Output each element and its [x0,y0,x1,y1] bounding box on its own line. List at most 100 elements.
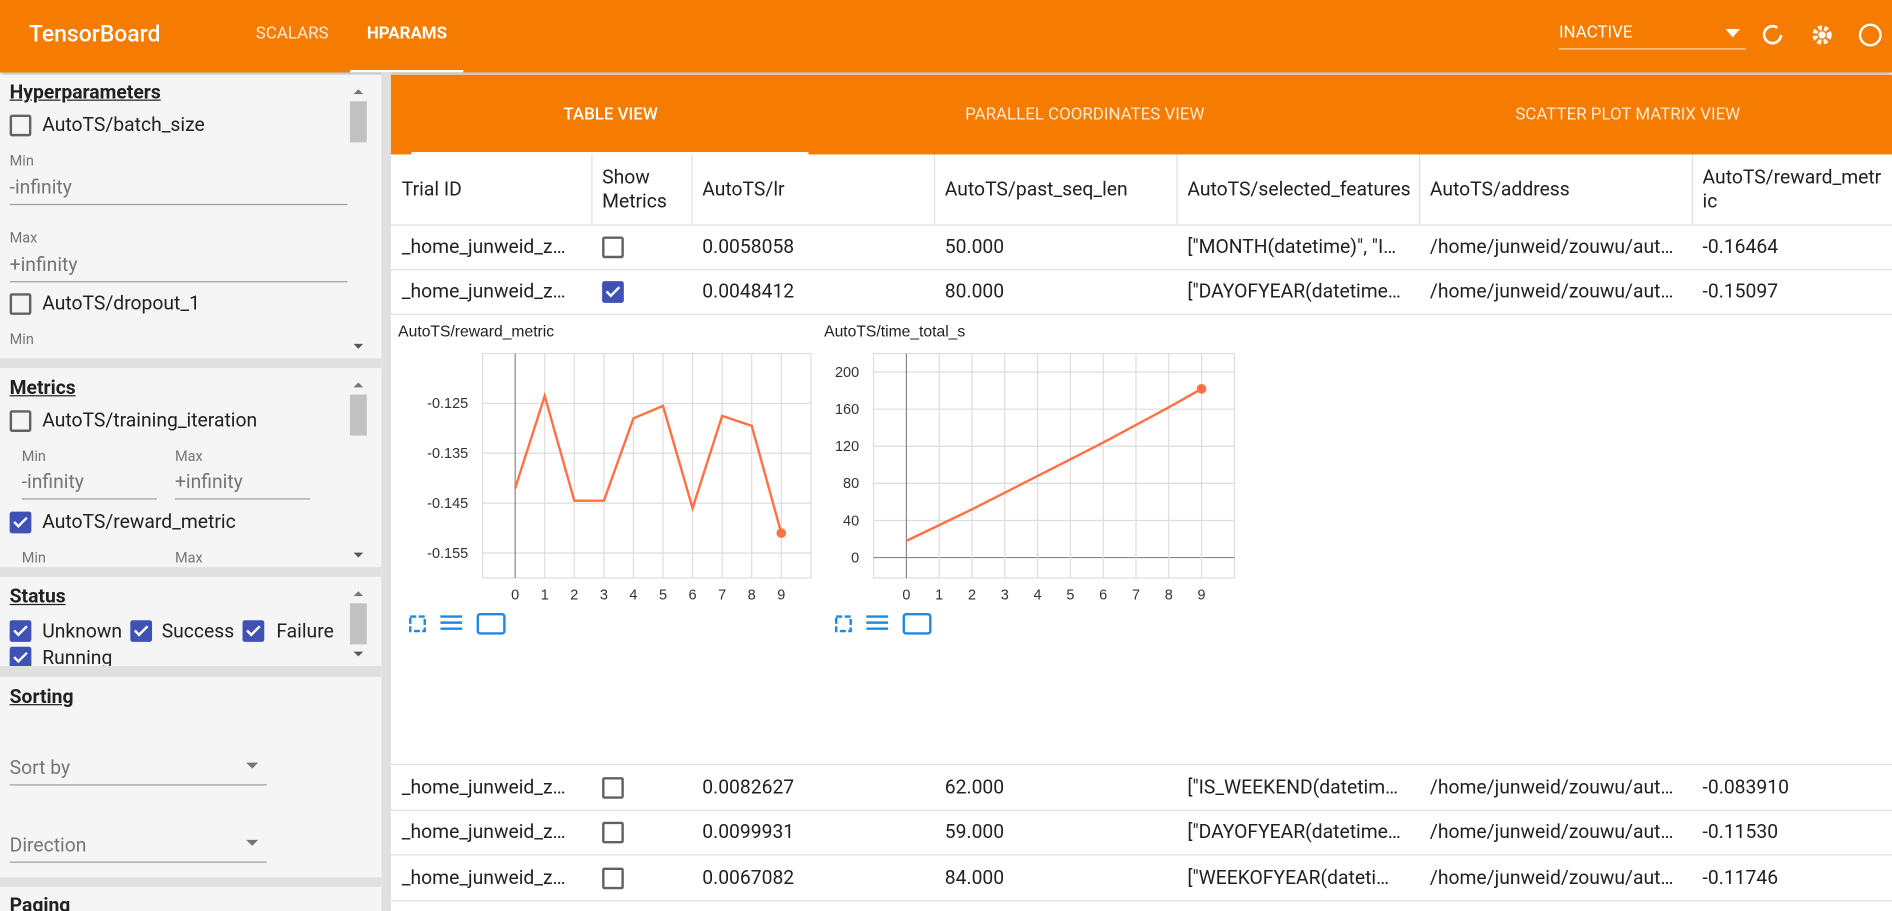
table-cell: /home/junweid/zouwu/aut… [1429,775,1674,799]
table-cell: 59.000 [944,819,1005,843]
x-tick-label: 0 [511,588,519,604]
checkbox[interactable] [602,777,624,799]
scrollbar-arrow [353,378,364,388]
view-tab[interactable]: SCATTER PLOT MATRIX VIEW [1515,104,1741,125]
column-header: AutoTS/selected_features [1187,177,1411,201]
table-cell: ["DAYOFYEAR(datetime… [1187,279,1401,303]
checkbox[interactable] [130,620,153,642]
checkbox[interactable] [242,620,265,642]
y-tick-label: -0.155 [427,546,468,562]
y-tick-label: 200 [835,365,859,381]
checkbox[interactable] [9,293,32,315]
x-tick-label: 8 [1165,588,1173,604]
row-border [390,900,1892,902]
sorting-panel: Sorting Sort by Direction [0,676,382,878]
table-cell: _home_junweid_z… [401,865,566,889]
section-title: Paging [9,893,71,911]
check-mark [246,622,261,637]
check-mark [133,622,149,637]
section-title: Status [9,584,66,608]
checkbox[interactable] [9,410,32,432]
x-tick-label: 1 [541,588,549,604]
table-cell: 0.0099931 [702,819,795,843]
scrollbar-thumb [349,603,367,645]
reload-icon[interactable] [1762,24,1783,45]
status-option: Failure [276,619,334,643]
checkbox[interactable] [602,867,624,890]
metric-name: AutoTS/reward_metric [42,509,236,533]
x-tick-label: 3 [1001,588,1009,604]
x-tick-label: 5 [659,588,667,604]
plot-area [482,352,812,579]
table-cell: 0.0048412 [702,279,795,303]
checkbox[interactable] [9,620,32,642]
status-option: Running [42,646,113,667]
select-placeholder: Direction [9,833,87,857]
field-label: Min [9,330,34,348]
column-header: Trial ID [401,177,462,201]
fullscreen-button[interactable] [409,615,426,633]
help-icon[interactable] [1858,23,1882,47]
nav-tab[interactable]: SCALARS [255,24,329,44]
table-cell: 0.0067082 [702,865,795,889]
settings-icon-center [1818,31,1826,39]
panel-divider [0,666,382,677]
field-label: Max [9,229,38,247]
scrollbar-arrow [353,84,364,95]
fit-domain-button[interactable] [476,612,506,635]
fullscreen-button[interactable] [834,615,852,633]
checkbox[interactable] [602,236,624,259]
fit-domain-button[interactable] [902,612,932,635]
row-border [390,313,1892,315]
table-cell: 0.0058058 [702,234,795,258]
table-cell: /home/junweid/zouwu/aut… [1429,234,1674,258]
toolbar-icons [1725,23,1882,47]
active-view-indicator [411,152,809,155]
x-tick-label: 2 [968,588,976,604]
table-cell: _home_junweid_z… [401,775,566,799]
dropdown-arrow[interactable] [1725,28,1740,38]
scrollbar-arrow [353,343,364,354]
y-tick-label: 0 [851,550,859,566]
table-cell: ["WEEKOFYEAR(dateti… [1187,865,1390,889]
checkbox[interactable] [9,646,32,667]
nav-tab[interactable]: HPARAMS [366,24,447,44]
row-border [390,809,1892,811]
x-tick-label: 2 [570,588,578,604]
checkbox[interactable] [9,511,32,534]
field-label: Min [9,152,34,169]
top-bar [0,0,1892,73]
x-tick-label: 5 [1066,588,1074,604]
table-cell: ["MONTH(datetime)", "I… [1187,234,1397,258]
run-selector[interactable]: INACTIVE [1558,22,1633,43]
table-cell: 80.000 [944,279,1005,303]
data-line [514,391,783,534]
table-cell: /home/junweid/zouwu/aut… [1429,819,1674,843]
check-mark [13,622,28,637]
last-point [1196,383,1207,394]
data-line [905,387,1203,542]
x-tick-label: 6 [689,588,697,604]
y-tick-label: 160 [835,402,859,418]
input-underline [9,203,348,206]
section-title: Sorting [9,684,74,708]
checkbox[interactable] [602,821,624,844]
checkbox[interactable] [602,281,624,303]
x-tick-label: 3 [600,588,608,604]
table-cell: ["IS_WEEKEND(datetim… [1187,775,1399,799]
splitter[interactable] [381,72,391,911]
run-selector-underline [1558,48,1746,50]
table-cell: -0.16464 [1702,234,1779,258]
view-tab[interactable]: PARALLEL COORDINATES VIEW [965,104,1205,125]
active-tab-indicator [349,69,464,73]
table-cell: /home/junweid/zouwu/aut… [1429,279,1674,303]
view-tab[interactable]: TABLE VIEW [563,104,658,125]
section-title: Hyperparameters [9,80,161,104]
y-tick-label: 80 [843,476,859,492]
checkbox[interactable] [9,114,32,137]
scrollbar-thumb [349,394,367,436]
x-tick-label: 7 [1132,588,1140,604]
settings-icon[interactable] [1812,25,1832,45]
table-cell: 62.000 [944,775,1005,799]
column-divider [591,154,593,225]
